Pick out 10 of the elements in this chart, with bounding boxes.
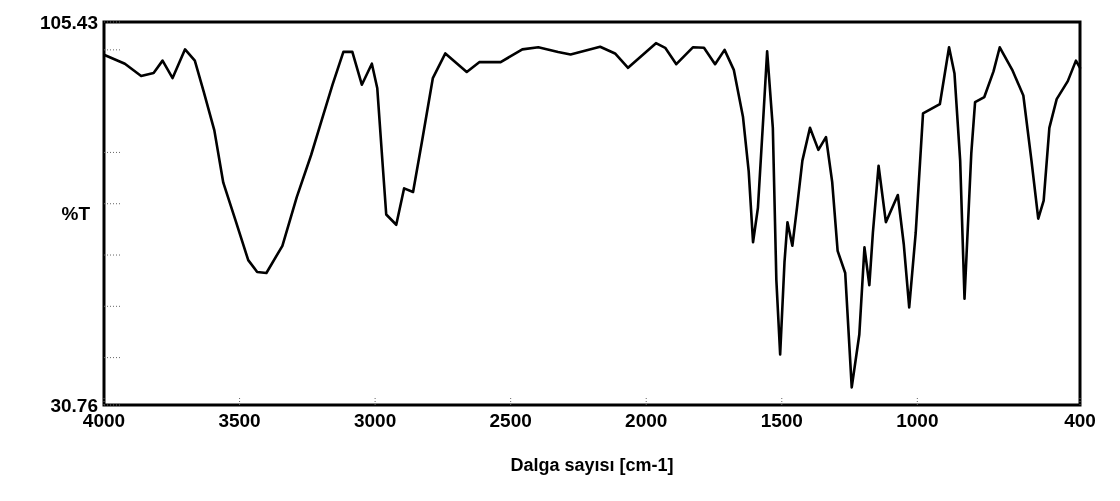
x-tick-label: 2000 xyxy=(625,410,668,431)
x-axis-title: Dalga sayısı [cm-1] xyxy=(510,455,674,475)
x-tick-label: 3000 xyxy=(353,410,397,431)
x-tick-label: 2500 xyxy=(489,410,532,431)
x-tick-label: 3500 xyxy=(218,410,261,431)
x-tick-label: 1500 xyxy=(760,410,803,431)
y-tick-label: 105.43 xyxy=(39,11,98,33)
x-tick-label: 400 xyxy=(1064,410,1096,431)
y-axis-title: %T xyxy=(61,203,91,225)
x-tick-label: 1000 xyxy=(896,410,939,431)
